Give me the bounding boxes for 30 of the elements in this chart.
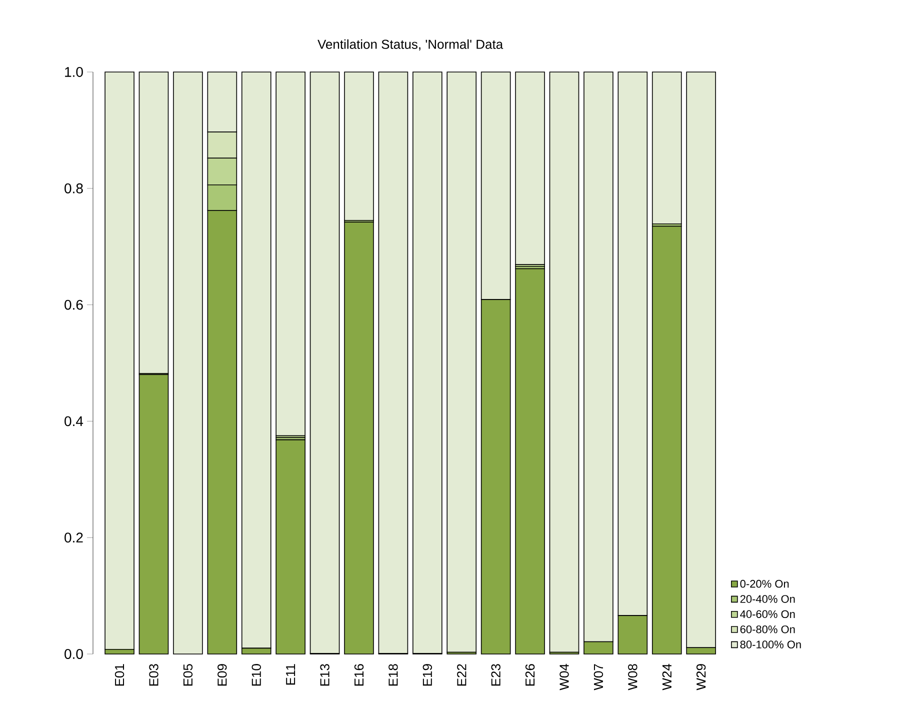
x-tick-label: E11 <box>286 664 296 685</box>
x-tick-label: E22 <box>457 664 466 686</box>
x-tick-label: E13 <box>320 664 330 686</box>
x-tick-label: E01 <box>114 664 124 686</box>
x-tick-label: E19 <box>422 664 432 686</box>
x-tick-label: E23 <box>491 664 500 686</box>
y-tick-label: 0.2 <box>64 532 83 543</box>
x-tick-label: E16 <box>354 664 364 686</box>
legend-label: 60-80% On <box>740 625 795 634</box>
y-tick-label: 1.0 <box>65 67 83 77</box>
x-tick-label: E05 <box>183 664 193 686</box>
legend-label: 40-60% On <box>740 610 795 618</box>
x-tick-label: E10 <box>252 664 261 686</box>
x-tick-label: E09 <box>218 664 227 686</box>
legend-label: 0-20% On <box>740 580 789 588</box>
chart-title: Ventilation Status, 'Normal' Data <box>318 39 504 50</box>
legend-label: 20-40% On <box>740 595 795 603</box>
y-tick-label: 0.8 <box>64 183 83 194</box>
x-tick-label: W29 <box>696 664 706 690</box>
x-tick-label: E03 <box>149 664 158 686</box>
x-tick-label: W07 <box>594 664 604 690</box>
y-tick-label: 0.4 <box>64 416 84 426</box>
legend-label: 80-100% On <box>740 640 801 648</box>
x-tick-label: W24 <box>662 664 672 690</box>
y-tick-label: 0.6 <box>64 300 83 310</box>
x-tick-label: E26 <box>525 664 535 686</box>
x-tick-label: W08 <box>628 664 638 690</box>
x-tick-label: W04 <box>560 664 569 690</box>
y-tick-label: 0.0 <box>64 649 83 659</box>
x-tick-label: E18 <box>388 664 398 686</box>
